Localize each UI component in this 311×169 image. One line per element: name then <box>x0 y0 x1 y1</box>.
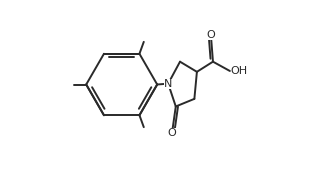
Text: OH: OH <box>231 66 248 76</box>
Text: N: N <box>164 79 172 89</box>
Text: O: O <box>207 30 215 41</box>
Text: O: O <box>168 128 176 138</box>
